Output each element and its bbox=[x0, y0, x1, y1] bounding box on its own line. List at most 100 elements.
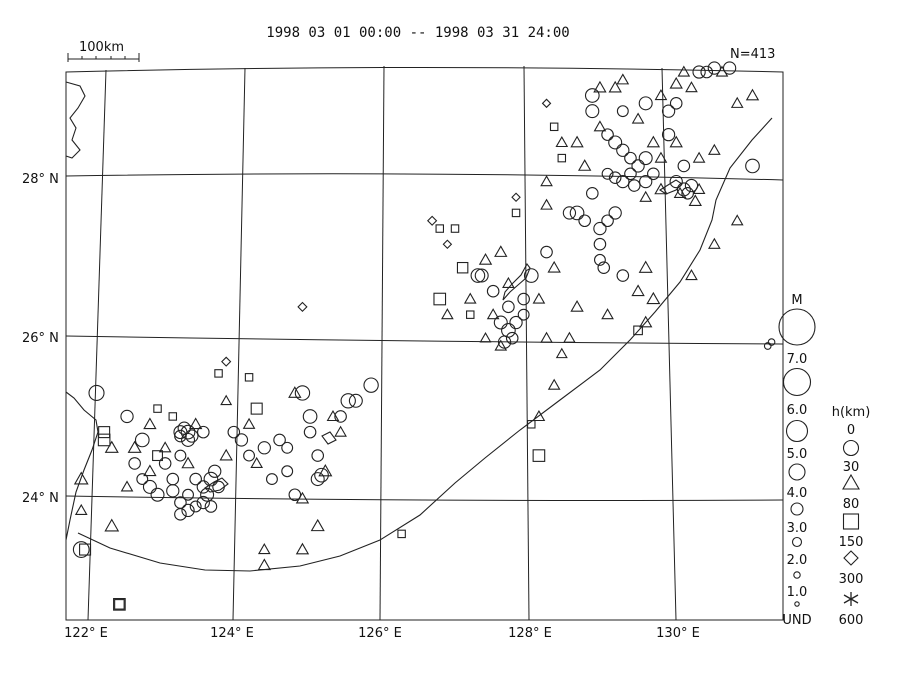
event-marker-triangle bbox=[219, 448, 233, 461]
magnitude-legend: M 7.0 6.0 5.0 4.0 3.0 2.0 1.0 UND bbox=[778, 293, 816, 628]
lon-label-130: 130° E bbox=[656, 626, 700, 641]
magnitude-label-4: 4.0 bbox=[787, 486, 808, 501]
event-marker-circle bbox=[616, 105, 629, 118]
meridian-130e bbox=[661, 67, 677, 621]
magnitude-label-und: UND bbox=[782, 613, 811, 628]
event-marker-square bbox=[433, 292, 447, 306]
event-marker-circle bbox=[700, 65, 714, 79]
event-marker-circle bbox=[208, 464, 222, 478]
event-marker-square bbox=[113, 598, 126, 611]
event-marker-circle bbox=[631, 159, 645, 173]
event-marker-circle bbox=[363, 377, 379, 393]
event-marker-circle bbox=[314, 467, 329, 483]
event-marker-circle bbox=[624, 167, 637, 181]
magnitude-symbol-2 bbox=[791, 536, 803, 548]
event-marker-triangle bbox=[688, 194, 702, 207]
event-marker-circle bbox=[676, 182, 691, 197]
event-marker-triangle bbox=[639, 190, 653, 202]
event-marker-triangle bbox=[638, 260, 653, 273]
event-marker-triangle bbox=[288, 386, 302, 398]
event-marker-circle bbox=[348, 393, 363, 408]
event-marker-triangle bbox=[486, 308, 500, 320]
event-marker-circle bbox=[120, 409, 134, 424]
event-marker-circle bbox=[200, 487, 215, 502]
event-marker-circle bbox=[196, 495, 210, 510]
event-marker-circle bbox=[181, 432, 196, 447]
depth-symbol-triangle bbox=[842, 473, 860, 490]
event-marker-triangle bbox=[494, 339, 508, 351]
event-marker-circle bbox=[502, 300, 515, 314]
event-marker-triangle bbox=[730, 214, 744, 226]
lat-label-26: 26° N bbox=[22, 331, 59, 346]
event-marker-circle bbox=[509, 315, 523, 330]
event-marker-circle bbox=[166, 472, 180, 486]
event-marker-circle bbox=[182, 488, 194, 501]
event-marker-triangle bbox=[181, 456, 195, 469]
event-marker-triangle bbox=[577, 159, 592, 171]
event-marker-circle bbox=[150, 487, 165, 502]
magnitude-symbol-6 bbox=[782, 367, 812, 397]
event-marker-circle bbox=[601, 128, 614, 141]
event-marker-diamond bbox=[297, 301, 308, 312]
event-marker-circle bbox=[517, 308, 530, 321]
event-marker-circle bbox=[624, 151, 637, 165]
event-marker-circle bbox=[616, 143, 630, 157]
event-marker-triangle bbox=[257, 558, 272, 571]
event-marker-circle bbox=[212, 480, 225, 494]
longitude-labels: 122° E 124° E 126° E 128° E 130° E bbox=[64, 626, 700, 641]
event-marker-triangle bbox=[220, 394, 233, 406]
depth-label-150: 150 bbox=[839, 535, 864, 550]
event-marker-triangle bbox=[318, 464, 333, 477]
event-marker-circle bbox=[185, 429, 199, 443]
event-marker-circle bbox=[669, 97, 683, 110]
map-frame bbox=[65, 67, 784, 621]
event-marker-triangle bbox=[555, 135, 569, 148]
event-marker-circle bbox=[174, 429, 187, 443]
event-marker-circle bbox=[243, 449, 256, 462]
event-marker-triangle bbox=[120, 480, 134, 492]
meridian-124e bbox=[232, 67, 246, 621]
event-marker-triangle bbox=[310, 518, 325, 532]
event-marker-circle bbox=[181, 503, 195, 518]
event-marker-circle bbox=[601, 167, 614, 180]
event-marker-square bbox=[527, 420, 536, 429]
period-title: 1998 03 01 00:00 -- 1998 03 31 24:00 bbox=[266, 25, 569, 41]
event-marker-square bbox=[557, 153, 567, 163]
event-marker-triangle bbox=[555, 347, 568, 359]
lat-label-24: 24° N bbox=[22, 491, 59, 506]
event-marker-triangle bbox=[715, 65, 729, 77]
event-marker-circle bbox=[174, 449, 187, 462]
event-marker-square bbox=[511, 208, 521, 218]
event-marker-circle bbox=[722, 61, 737, 75]
event-marker-triangle bbox=[547, 260, 561, 273]
event-marker-triangle bbox=[692, 182, 706, 195]
event-marker-diamond bbox=[541, 98, 552, 109]
event-marker-circle bbox=[745, 158, 760, 174]
event-marker-circle bbox=[569, 205, 585, 221]
event-marker-circle bbox=[593, 221, 607, 236]
event-marker-circle bbox=[189, 500, 202, 513]
meridian-128e bbox=[523, 65, 530, 621]
event-marker-circle bbox=[523, 268, 539, 283]
lon-label-126: 126° E bbox=[358, 626, 402, 641]
event-marker-square bbox=[466, 310, 475, 319]
event-marker-triangle bbox=[708, 237, 721, 249]
event-marker-triangle bbox=[104, 518, 120, 532]
magnitude-symbol-und bbox=[794, 601, 800, 607]
event-marker-circle bbox=[265, 473, 278, 486]
event-marker-triangle bbox=[677, 65, 691, 77]
event-marker-triangle bbox=[673, 186, 687, 198]
depth-label-0: 0 bbox=[847, 423, 855, 438]
event-marker-circle bbox=[639, 174, 653, 189]
event-marker-circle bbox=[180, 424, 196, 440]
event-marker-triangle bbox=[646, 291, 661, 305]
event-marker-triangle bbox=[692, 151, 706, 163]
magnitude-label-1: 1.0 bbox=[787, 585, 808, 600]
event-marker-circle bbox=[585, 104, 600, 119]
event-marker-triangle bbox=[73, 471, 89, 485]
event-marker-triangle bbox=[104, 440, 119, 453]
event-marker-square bbox=[532, 449, 546, 462]
event-marker-square bbox=[79, 543, 92, 556]
event-marker-circle bbox=[334, 410, 347, 423]
